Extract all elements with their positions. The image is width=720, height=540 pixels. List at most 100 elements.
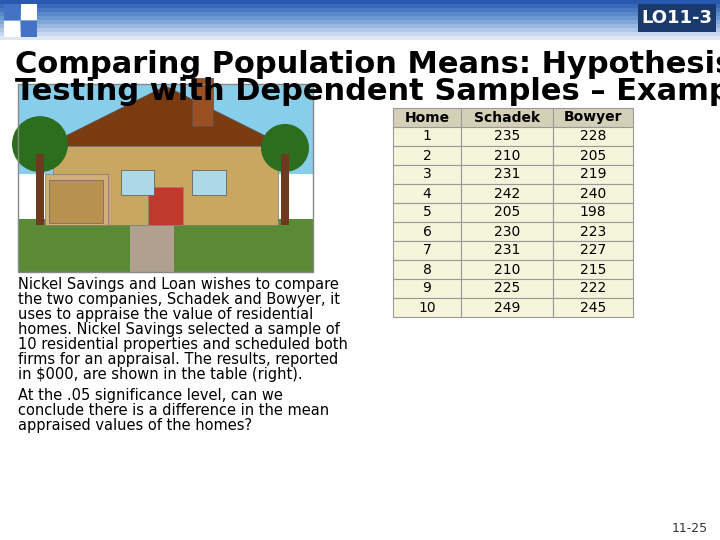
Text: in $000, are shown in the table (right).: in $000, are shown in the table (right). [18, 367, 302, 382]
Bar [18, 84, 313, 272]
Bar [461, 298, 553, 317]
Bar [553, 184, 633, 203]
Text: 205: 205 [580, 148, 606, 163]
Text: 230: 230 [494, 225, 520, 239]
Text: 10 residential properties and scheduled both: 10 residential properties and scheduled … [18, 337, 348, 352]
Bar [553, 127, 633, 146]
Bar [461, 165, 553, 184]
Bar [461, 108, 553, 127]
Bar [461, 203, 553, 222]
Text: conclude there is a difference in the mean: conclude there is a difference in the me… [18, 403, 329, 418]
Text: homes. Nickel Savings selected a sample of: homes. Nickel Savings selected a sample … [18, 322, 340, 337]
Bar [393, 279, 461, 298]
Bar [53, 146, 278, 225]
Bar [4, 4, 20, 20]
Text: 11-25: 11-25 [672, 522, 708, 535]
Bar [393, 260, 461, 279]
Bar [461, 241, 553, 260]
Bar [393, 127, 461, 146]
Bar [130, 219, 174, 272]
Text: 7: 7 [423, 244, 431, 258]
Bar [393, 203, 461, 222]
Bar [0, 12, 720, 16]
Bar [36, 153, 44, 225]
Bar [393, 184, 461, 203]
Text: 2: 2 [423, 148, 431, 163]
Bar [0, 36, 720, 40]
Bar [0, 20, 720, 24]
Bar [553, 222, 633, 241]
Bar [192, 170, 226, 195]
Bar [281, 153, 289, 225]
Text: 215: 215 [580, 262, 606, 276]
Text: 242: 242 [494, 186, 520, 200]
Bar [461, 184, 553, 203]
Text: 223: 223 [580, 225, 606, 239]
Bar [553, 279, 633, 298]
Bar [121, 170, 154, 195]
Text: appraised values of the homes?: appraised values of the homes? [18, 418, 252, 433]
Text: firms for an appraisal. The results, reported: firms for an appraisal. The results, rep… [18, 352, 338, 367]
Circle shape [12, 116, 68, 172]
Bar [553, 260, 633, 279]
Text: 228: 228 [580, 130, 606, 144]
Text: 245: 245 [580, 300, 606, 314]
Circle shape [261, 124, 309, 172]
Text: 4: 4 [423, 186, 431, 200]
Text: 210: 210 [494, 262, 520, 276]
Bar [461, 146, 553, 165]
Bar [553, 146, 633, 165]
Text: 9: 9 [423, 281, 431, 295]
Text: Schadek: Schadek [474, 111, 540, 125]
Bar [461, 222, 553, 241]
Bar [393, 241, 461, 260]
Text: Comparing Population Means: Hypothesis: Comparing Population Means: Hypothesis [15, 50, 720, 79]
Bar [638, 4, 716, 32]
Text: 225: 225 [494, 281, 520, 295]
Bar [0, 32, 720, 36]
Text: Testing with Dependent Samples – Example: Testing with Dependent Samples – Example [15, 77, 720, 106]
Text: 231: 231 [494, 244, 520, 258]
Bar [393, 146, 461, 165]
Bar [0, 24, 720, 28]
Text: Bowyer: Bowyer [564, 111, 622, 125]
Bar [0, 0, 720, 4]
Text: 1: 1 [423, 130, 431, 144]
Text: 210: 210 [494, 148, 520, 163]
Bar [393, 298, 461, 317]
Text: 205: 205 [494, 206, 520, 219]
Text: 6: 6 [423, 225, 431, 239]
Polygon shape [45, 86, 286, 146]
Text: LO11-3: LO11-3 [642, 9, 713, 27]
Bar [192, 78, 212, 126]
Bar [0, 16, 720, 20]
Bar [553, 203, 633, 222]
Bar [393, 165, 461, 184]
Text: uses to appraise the value of residential: uses to appraise the value of residentia… [18, 307, 313, 322]
Text: 3: 3 [423, 167, 431, 181]
Text: 235: 235 [494, 130, 520, 144]
Bar [4, 21, 20, 37]
Bar [461, 127, 553, 146]
Text: 8: 8 [423, 262, 431, 276]
Text: 5: 5 [423, 206, 431, 219]
Bar [50, 180, 103, 223]
Text: the two companies, Schadek and Bowyer, it: the two companies, Schadek and Bowyer, i… [18, 292, 340, 307]
Bar [553, 298, 633, 317]
Text: 240: 240 [580, 186, 606, 200]
Text: 222: 222 [580, 281, 606, 295]
Text: 249: 249 [494, 300, 520, 314]
Bar [553, 165, 633, 184]
Bar [18, 84, 313, 174]
Bar [461, 260, 553, 279]
Bar [21, 21, 37, 37]
Bar [553, 241, 633, 260]
Bar [393, 222, 461, 241]
Text: 10: 10 [418, 300, 436, 314]
Bar [0, 4, 720, 8]
Bar [461, 279, 553, 298]
Text: 219: 219 [580, 167, 606, 181]
Text: Home: Home [405, 111, 449, 125]
Text: 227: 227 [580, 244, 606, 258]
Bar [148, 187, 184, 225]
